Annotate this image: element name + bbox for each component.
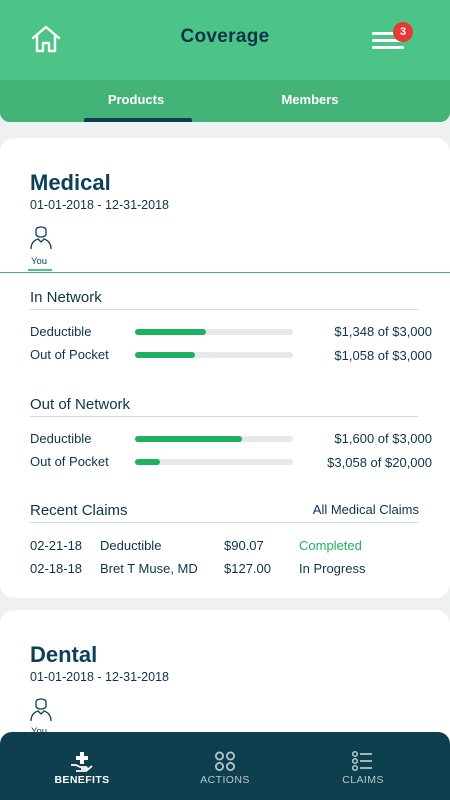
out-network-oop-label: Out of Pocket <box>30 454 109 469</box>
out-network-deductible-bar <box>135 436 293 442</box>
nav-actions[interactable]: ACTIONS <box>150 732 300 800</box>
hand-plus-icon <box>71 752 93 772</box>
out-network-oop-bar <box>135 459 293 465</box>
in-network-oop-bar <box>135 352 293 358</box>
nav-claims-label: CLAIMS <box>342 774 384 786</box>
active-nav-indicator <box>52 729 112 734</box>
member-selected-indicator <box>28 269 52 271</box>
claim-date[interactable]: 02-21-18 <box>30 538 83 553</box>
section-divider <box>30 416 418 417</box>
grid-circles-icon <box>215 751 235 771</box>
claim-description[interactable]: Bret T Muse, MD <box>100 561 198 576</box>
member-divider <box>0 272 450 273</box>
dental-title: Dental <box>30 642 98 667</box>
out-network-deductible-value: $1,600 of $3,000 <box>334 431 432 446</box>
recent-claims-title: Recent Claims <box>30 502 128 519</box>
claim-status-in-progress[interactable]: In Progress <box>299 561 366 576</box>
in-network-oop-value: $1,058 of $3,000 <box>334 348 432 363</box>
medical-dates: 01-01-2018 - 12-31-2018 <box>30 198 169 212</box>
progress-fill <box>135 459 161 465</box>
nav-benefits[interactable]: BENEFITS <box>7 732 157 800</box>
checklist-icon <box>351 750 372 772</box>
out-network-deductible-label: Deductible <box>30 431 92 446</box>
medical-card: Medical 01-01-2018 - 12-31-2018 You In N… <box>0 138 450 598</box>
in-network-deductible-value: $1,348 of $3,000 <box>334 324 432 339</box>
in-network-deductible-label: Deductible <box>30 324 92 339</box>
person-icon[interactable] <box>29 696 53 722</box>
medical-title: Medical <box>30 170 111 195</box>
section-divider <box>30 309 418 310</box>
all-medical-claims-link[interactable]: All Medical Claims <box>312 502 419 517</box>
progress-fill <box>135 329 207 335</box>
section-divider <box>30 522 418 523</box>
nav-claims[interactable]: CLAIMS <box>288 732 438 800</box>
person-icon[interactable] <box>29 224 53 250</box>
hamburger-menu-icon[interactable] <box>372 30 406 50</box>
dental-dates: 01-01-2018 - 12-31-2018 <box>30 670 169 684</box>
member-you-label[interactable]: You <box>31 256 48 267</box>
nav-benefits-label: BENEFITS <box>54 774 110 786</box>
out-network-oop-value: $3,058 of $20,000 <box>327 455 432 470</box>
bottom-navigation: BENEFITS ACTIONS CLAIMS <box>0 732 450 800</box>
tab-bar <box>0 80 450 122</box>
nav-actions-label: ACTIONS <box>200 774 250 786</box>
in-network-oop-label: Out of Pocket <box>30 347 109 362</box>
tab-members[interactable]: Members <box>281 92 339 107</box>
progress-fill <box>135 436 243 442</box>
tab-products[interactable]: Products <box>107 92 165 107</box>
claim-amount[interactable]: $90.07 <box>224 538 264 553</box>
claim-description[interactable]: Deductible <box>100 538 162 553</box>
in-network-title: In Network <box>30 289 102 306</box>
active-tab-indicator <box>84 118 192 122</box>
claim-status-completed[interactable]: Completed <box>299 538 362 553</box>
home-icon[interactable] <box>30 24 62 54</box>
progress-fill <box>135 352 196 358</box>
member-you-label[interactable]: You <box>31 726 47 737</box>
page-title: Coverage <box>180 26 270 47</box>
claim-amount[interactable]: $127.00 <box>224 561 271 576</box>
notification-badge: 3 <box>393 22 413 42</box>
claim-date[interactable]: 02-18-18 <box>30 561 83 576</box>
in-network-deductible-bar <box>135 329 293 335</box>
out-of-network-title: Out of Network <box>30 396 131 413</box>
